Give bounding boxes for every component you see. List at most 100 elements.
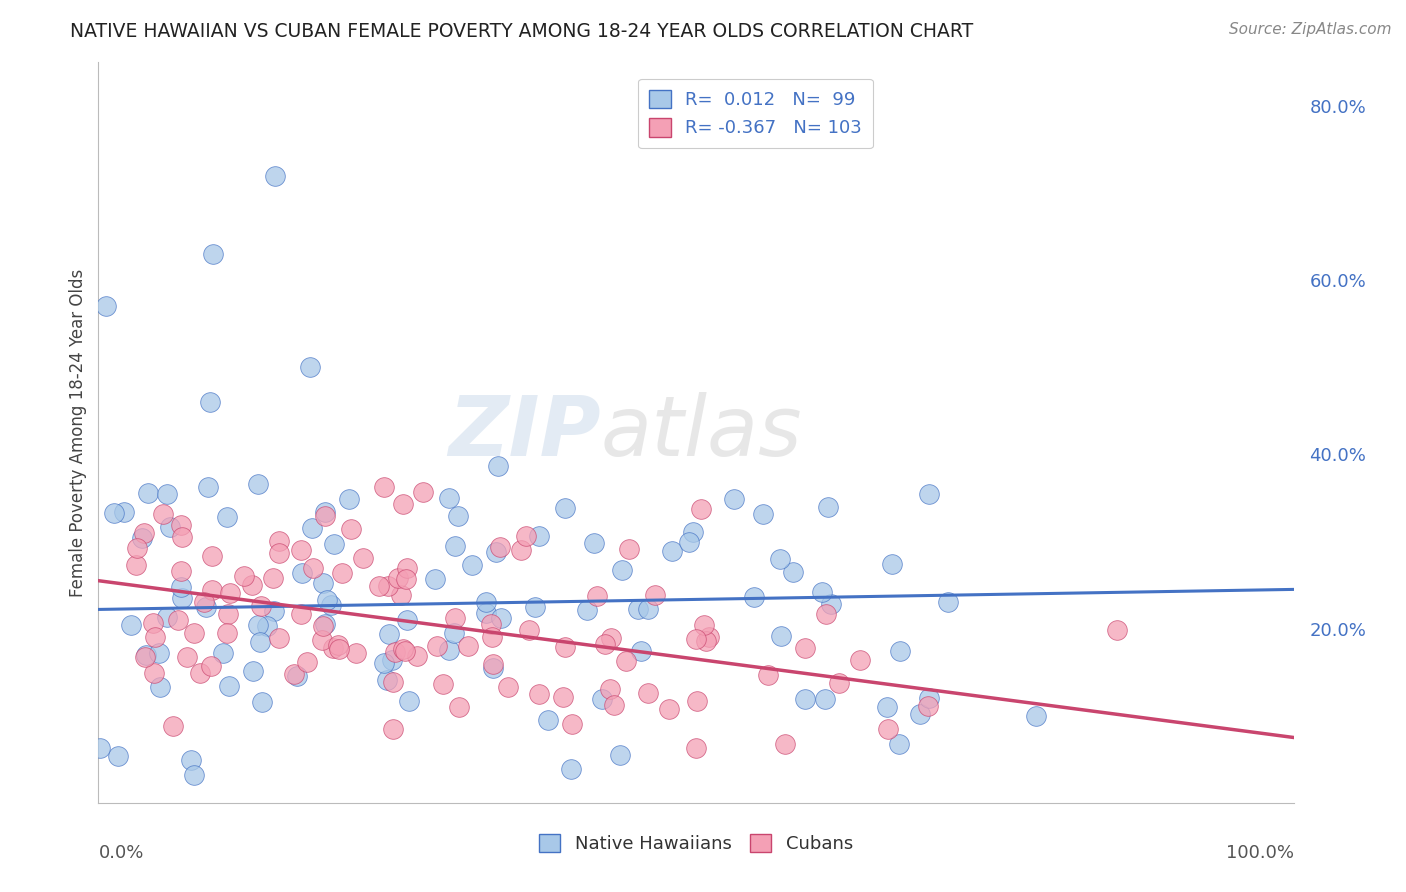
Point	[314, 505, 336, 519]
Point	[517, 624, 540, 638]
Point	[136, 485, 159, 500]
Point	[135, 648, 157, 662]
Point	[301, 560, 323, 574]
Point	[553, 690, 575, 705]
Point	[936, 595, 959, 609]
Point	[316, 593, 339, 607]
Point	[322, 537, 344, 551]
Point	[396, 561, 419, 575]
Point	[394, 644, 416, 658]
Point	[170, 591, 193, 605]
Point	[908, 706, 931, 721]
Point	[215, 625, 238, 640]
Point	[169, 518, 191, 533]
Point	[593, 637, 616, 651]
Point	[378, 627, 401, 641]
Point	[267, 631, 290, 645]
Point	[1025, 709, 1047, 723]
Point	[170, 580, 193, 594]
Point	[395, 572, 418, 586]
Point	[201, 549, 224, 563]
Point	[849, 652, 872, 666]
Point	[143, 630, 166, 644]
Point	[449, 699, 471, 714]
Point	[319, 598, 342, 612]
Point	[817, 500, 839, 515]
Point	[291, 566, 314, 580]
Point	[131, 531, 153, 545]
Point	[246, 618, 269, 632]
Point	[156, 609, 179, 624]
Point	[444, 539, 467, 553]
Point	[752, 507, 775, 521]
Point	[328, 642, 350, 657]
Point	[485, 545, 508, 559]
Point	[156, 486, 179, 500]
Point	[197, 480, 219, 494]
Point	[693, 618, 716, 632]
Point	[811, 584, 834, 599]
Point	[599, 682, 621, 697]
Point	[489, 610, 512, 624]
Text: 0.0%: 0.0%	[98, 844, 143, 862]
Point	[198, 395, 221, 409]
Point	[723, 492, 745, 507]
Point	[152, 507, 174, 521]
Point	[697, 631, 720, 645]
Point	[285, 669, 308, 683]
Point	[352, 550, 374, 565]
Point	[381, 653, 404, 667]
Point	[599, 631, 621, 645]
Point	[814, 607, 837, 621]
Point	[391, 641, 413, 656]
Point	[312, 618, 335, 632]
Point	[290, 542, 312, 557]
Point	[527, 529, 550, 543]
Point	[523, 600, 546, 615]
Point	[326, 638, 349, 652]
Point	[180, 753, 202, 767]
Point	[256, 619, 278, 633]
Point	[575, 602, 598, 616]
Point	[232, 568, 254, 582]
Point	[479, 617, 502, 632]
Point	[695, 634, 717, 648]
Point	[690, 502, 713, 516]
Point	[591, 691, 613, 706]
Point	[381, 722, 404, 736]
Point	[682, 524, 704, 539]
Point	[603, 698, 626, 712]
Point	[176, 649, 198, 664]
Point	[200, 659, 222, 673]
Point	[582, 535, 605, 549]
Point	[142, 665, 165, 680]
Point	[475, 595, 498, 609]
Point	[769, 628, 792, 642]
Point	[432, 676, 454, 690]
Point	[661, 544, 683, 558]
Point	[382, 675, 405, 690]
Point	[384, 645, 406, 659]
Point	[447, 509, 470, 524]
Point	[183, 768, 205, 782]
Point	[658, 702, 681, 716]
Point	[609, 747, 631, 762]
Point	[330, 566, 353, 581]
Point	[630, 644, 652, 658]
Point	[247, 477, 270, 491]
Point	[439, 643, 461, 657]
Point	[250, 599, 273, 613]
Point	[149, 681, 172, 695]
Point	[322, 640, 344, 655]
Point	[426, 639, 449, 653]
Point	[312, 575, 335, 590]
Text: ZIP: ZIP	[447, 392, 600, 473]
Point	[301, 521, 323, 535]
Point	[162, 718, 184, 732]
Point	[195, 600, 218, 615]
Point	[263, 604, 285, 618]
Point	[166, 613, 188, 627]
Point	[373, 480, 395, 494]
Point	[201, 583, 224, 598]
Point	[481, 631, 503, 645]
